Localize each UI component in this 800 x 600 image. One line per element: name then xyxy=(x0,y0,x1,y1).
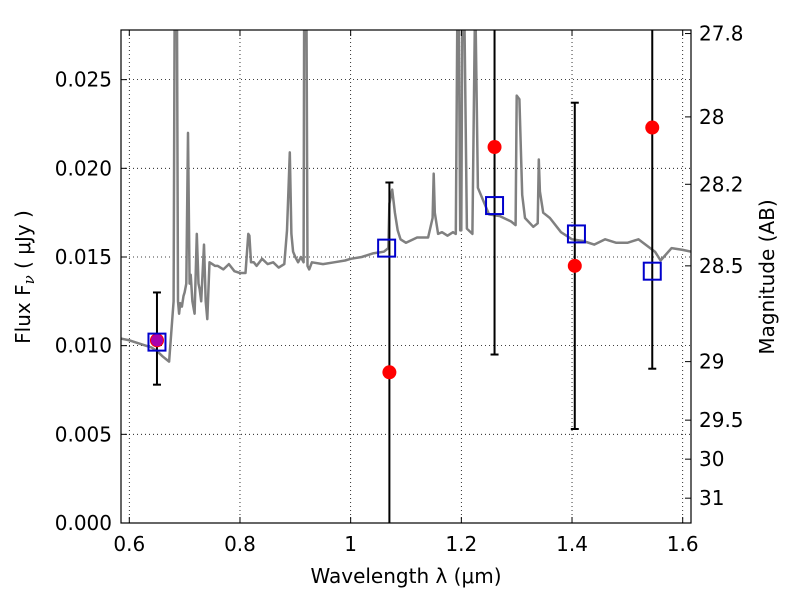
x-tick-label: 1.2 xyxy=(445,532,477,556)
y-tick-label: 0.010 xyxy=(55,334,112,358)
right-axis-ticks: 27.8 28 28.2 28.5 29 29.5 30 31 xyxy=(685,22,744,510)
y-tick-label: 0.025 xyxy=(55,68,112,92)
spectrum-line xyxy=(121,30,691,363)
y-axis-label-main: Flux F xyxy=(11,284,35,343)
x-tick-label: 1.4 xyxy=(556,532,588,556)
right-tick-label: 28.5 xyxy=(699,254,744,278)
right-tick-label: 27.8 xyxy=(699,22,744,46)
x-axis-label: Wavelength λ (μm) xyxy=(310,564,501,588)
right-tick-label: 28 xyxy=(699,105,724,129)
x-tick-label: 1.6 xyxy=(667,532,699,556)
model-point xyxy=(566,224,586,244)
plot-frame xyxy=(120,29,692,524)
right-tick-label: 31 xyxy=(699,486,724,510)
x-tick-label: 0.6 xyxy=(113,532,145,556)
y-axis-ticks: 0.000 0.005 0.010 0.015 0.020 0.025 xyxy=(55,68,127,535)
y-axis-label: Flux Fν ( μJy ) xyxy=(11,210,38,344)
y-axis-label-subscript: ν xyxy=(20,275,38,284)
plot-area xyxy=(121,30,691,523)
model-point xyxy=(642,261,662,281)
y-axis-label-units: ( μJy ) xyxy=(11,210,35,275)
x-axis-ticks: 0.6 0.8 1 1.2 1.4 1.6 xyxy=(113,30,699,556)
right-axis-label: Magnitude (AB) xyxy=(755,199,779,354)
x-tick-label: 1 xyxy=(344,532,357,556)
right-tick-label: 28.2 xyxy=(699,172,744,196)
overlap-point xyxy=(150,334,163,347)
right-tick-label: 30 xyxy=(699,447,724,471)
y-tick-label: 0.020 xyxy=(55,156,112,180)
grid xyxy=(121,30,691,523)
observed-point xyxy=(645,120,660,135)
x-tick-label: 0.8 xyxy=(224,532,256,556)
y-tick-label: 0.000 xyxy=(55,511,112,535)
observed-point xyxy=(567,258,582,273)
spectrum-layer xyxy=(121,30,691,363)
right-tick-label: 29 xyxy=(699,350,724,374)
model-point xyxy=(377,238,397,258)
y-tick-label: 0.015 xyxy=(55,245,112,269)
model-points-layer xyxy=(147,196,662,352)
model-point xyxy=(147,332,167,352)
model-point xyxy=(485,196,505,216)
observed-point xyxy=(382,365,397,380)
y-tick-label: 0.005 xyxy=(55,422,112,446)
right-tick-label: 29.5 xyxy=(699,408,744,432)
observed-point xyxy=(487,140,502,155)
